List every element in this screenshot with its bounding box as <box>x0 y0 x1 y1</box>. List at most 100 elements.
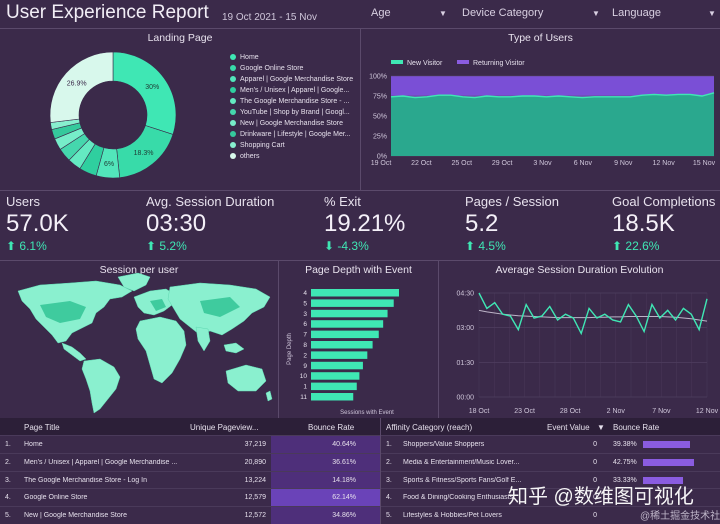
legend-item[interactable]: New | Google Merchandise Store <box>230 119 355 128</box>
y-tick-label: 100% <box>369 74 387 81</box>
row-number: 5. <box>386 512 392 520</box>
legend-dot-icon <box>230 54 236 60</box>
page-title-cell[interactable]: Google Online Store <box>24 494 88 502</box>
legend-label: Home <box>240 54 259 61</box>
kpi-delta: ⬆ 22.6% <box>612 239 660 253</box>
page-depth-category-label: 8 <box>303 342 307 349</box>
legend-dot-icon <box>230 120 236 126</box>
kpi-value: 5.2 <box>465 210 499 237</box>
donut-slice-label: 30% <box>145 84 159 91</box>
legend-label: The Google Merchandise Store - ... <box>240 98 350 105</box>
column-header-affinity-category[interactable]: Affinity Category (reach) <box>386 423 473 432</box>
column-header-bounce-rate[interactable]: Bounce Rate <box>613 423 660 432</box>
column-header-event-value[interactable]: Event Value <box>547 423 590 432</box>
donut-slice[interactable] <box>49 51 114 123</box>
event-value-cell: 0 <box>593 512 597 520</box>
page-depth-y-axis-label: Page Depth <box>287 333 293 365</box>
avg-session-duration-panel: Average Session Duration Evolution 04:30… <box>439 261 720 418</box>
page-depth-bar[interactable] <box>311 341 373 349</box>
legend-item[interactable]: Shopping Cart <box>230 141 355 150</box>
page-depth-bar[interactable] <box>311 330 379 339</box>
legend-item[interactable]: Apparel | Google Merchandise Store <box>230 75 355 84</box>
page-depth-bar[interactable] <box>311 372 360 380</box>
page-title-cell[interactable]: New | Google Merchandise Store <box>24 512 127 520</box>
kpi-label: Users <box>6 194 40 209</box>
table-row[interactable]: 3. The Google Merchandise Store - Log In 1… <box>0 470 380 489</box>
avg-session-duration-title: Average Session Duration Evolution <box>495 264 664 276</box>
new-visitor-area <box>391 92 714 156</box>
table-row[interactable]: 2. Men's / Unisex | Apparel | Google Merc… <box>0 452 380 471</box>
watermark-text: 知乎 @数维图可视化 <box>508 486 694 508</box>
page-title-cell[interactable]: Home <box>24 441 43 448</box>
session-per-user-title: Session per user <box>99 264 179 276</box>
column-header-page-title[interactable]: Page Title <box>24 423 60 432</box>
bounce-rate-cell: 33.33% <box>613 476 637 484</box>
legend-label-returning-visitor: Returning Visitor <box>473 60 525 67</box>
table-row[interactable]: 4. Google Online Store 12,579 62.14% <box>0 488 380 507</box>
page-depth-bar[interactable] <box>311 309 388 318</box>
column-header-bounce-rate[interactable]: Bounce Rate <box>308 423 355 432</box>
affinity-category-cell[interactable]: Lifestyles & Hobbies/Pet Lovers <box>403 512 502 520</box>
bounce-rate-bar <box>643 476 683 484</box>
donut-slice-label: 26.9% <box>67 80 87 87</box>
x-tick-label: 12 Nov <box>653 160 676 167</box>
bounce-rate-cell: 39.38% <box>613 441 637 448</box>
world-map-icon[interactable] <box>0 261 278 418</box>
affinity-category-cell[interactable]: Media & Entertainment/Music Lover... <box>403 458 520 466</box>
legend-dot-icon <box>230 98 236 104</box>
page-depth-bar[interactable] <box>311 289 399 297</box>
legend-item[interactable]: YouTube | Shop by Brand | Googl... <box>230 108 355 117</box>
donut-slice-label: 18.3% <box>134 150 154 157</box>
legend-item[interactable]: others <box>230 152 355 161</box>
page-depth-bar[interactable] <box>311 351 368 359</box>
kpi-exit-rate: % Exit 19.21% ⬇ -4.3% <box>324 194 405 253</box>
landing-page-legend: Home Google Online Store Apparel | Google … <box>230 53 355 163</box>
table-row[interactable]: 5. Lifestyles & Hobbies/Pet Lovers 0 <box>381 506 720 523</box>
legend-item[interactable]: Google Online Store <box>230 64 355 73</box>
table-header: Affinity Category (reach) Event Value ▼ … <box>381 418 720 435</box>
session-per-user-panel: Session per user <box>0 261 278 418</box>
table-header: Page Title Unique Pageview... Bounce Rat… <box>0 418 380 435</box>
legend-dot-icon <box>230 153 236 159</box>
donut-slice[interactable] <box>112 51 177 135</box>
x-tick-label: 28 Oct <box>560 408 581 415</box>
page-depth-category-label: 2 <box>303 352 307 359</box>
report-title: User Experience Report <box>6 2 209 23</box>
page-depth-bar[interactable] <box>311 361 363 370</box>
affinity-category-cell[interactable]: Sports & Fitness/Sports Fans/Golf E... <box>403 476 522 484</box>
row-number: 4. <box>386 494 392 502</box>
page-depth-bar[interactable] <box>311 382 357 391</box>
page-title-cell[interactable]: The Google Merchandise Store - Log In <box>24 476 147 484</box>
page-title-cell[interactable]: Men's / Unisex | Apparel | Google Mercha… <box>24 458 178 466</box>
table-row[interactable]: 4. Food & Dining/Cooking Enthusiasts 0 <box>381 488 720 505</box>
page-depth-bar[interactable] <box>311 393 354 401</box>
language-filter[interactable]: Language ▼ <box>612 7 716 19</box>
bounce-rate-bar <box>271 436 380 453</box>
legend-item[interactable]: Drinkware | Lifestyle | Google Mer... <box>230 130 355 139</box>
legend-item[interactable]: Home <box>230 53 355 62</box>
table-row[interactable]: 2. Media & Entertainment/Music Lover... 0 4… <box>381 452 720 470</box>
table-row[interactable]: 3. Sports & Fitness/Sports Fans/Golf E...… <box>381 470 720 488</box>
divider <box>360 28 361 190</box>
legend-dot-icon <box>230 131 236 137</box>
bounce-rate-cell: 34.86% <box>332 512 356 520</box>
affinity-category-cell[interactable]: Food & Dining/Cooking Enthusiasts <box>403 494 514 502</box>
sort-down-icon[interactable]: ▼ <box>597 423 605 432</box>
age-filter[interactable]: Age ▼ <box>371 7 447 19</box>
chevron-down-icon: ▼ <box>592 9 600 18</box>
table-row[interactable]: 1. Home 37,219 40.64% <box>0 435 380 453</box>
page-depth-bar[interactable] <box>311 320 384 328</box>
page-depth-bar[interactable] <box>311 299 394 307</box>
row-number: 4. <box>5 494 11 502</box>
date-range-picker[interactable]: 19 Oct 2021 - 15 Nov <box>222 12 318 23</box>
column-header-unique-pageviews[interactable]: Unique Pageview... <box>190 423 259 432</box>
kpi-value: 03:30 <box>146 210 207 237</box>
device-category-filter[interactable]: Device Category ▼ <box>462 7 600 19</box>
affinity-category-cell[interactable]: Shoppers/Value Shoppers <box>403 441 485 448</box>
table-row[interactable]: 1. Shoppers/Value Shoppers 0 39.38% <box>381 435 720 452</box>
page-depth-category-label: 4 <box>303 290 307 297</box>
legend-item[interactable]: Men's / Unisex | Apparel | Google... <box>230 86 355 95</box>
table-row[interactable]: 5. New | Google Merchandise Store 12,572 34… <box>0 506 380 524</box>
x-tick-label: 23 Oct <box>514 408 535 415</box>
legend-item[interactable]: The Google Merchandise Store - ... <box>230 97 355 106</box>
